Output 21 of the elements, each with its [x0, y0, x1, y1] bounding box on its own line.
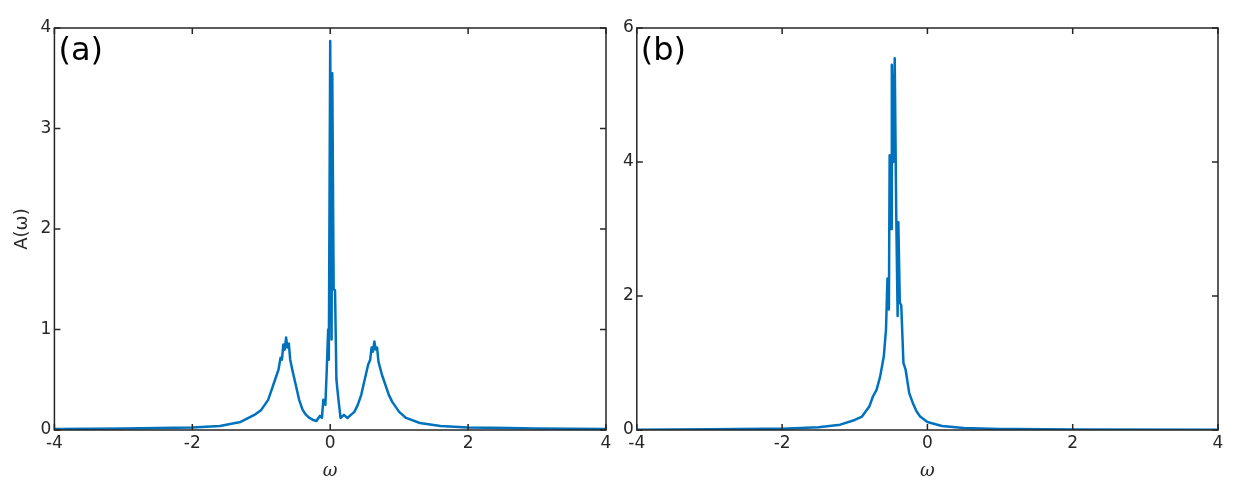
x-tick-label: 2	[462, 431, 474, 452]
x-axis-title: ω	[920, 458, 936, 480]
x-tick-label: -2	[773, 431, 791, 452]
x-tick-label: 4	[600, 431, 612, 452]
x-tick-label: 2	[1067, 431, 1079, 452]
x-tick-label: 0	[324, 431, 336, 452]
y-tick-label: 0	[622, 418, 634, 439]
x-tick-label: 4	[1212, 431, 1224, 452]
y-tick-label: 4	[40, 16, 52, 37]
y-tick-label: 3	[40, 116, 52, 137]
y-tick-label: 2	[40, 217, 52, 238]
x-tick-label: 0	[921, 431, 933, 452]
y-axis-title: A(ω)	[10, 208, 32, 250]
annotation: (b)	[640, 30, 687, 69]
x-axis-title: ω	[322, 458, 338, 480]
x-tick-label: -2	[183, 431, 201, 452]
y-tick-label: 1	[40, 317, 52, 338]
y-tick-label: 2	[622, 284, 634, 305]
annotation: (a)	[58, 30, 103, 69]
y-tick-label: 6	[622, 16, 634, 37]
y-tick-label: 4	[622, 150, 634, 171]
